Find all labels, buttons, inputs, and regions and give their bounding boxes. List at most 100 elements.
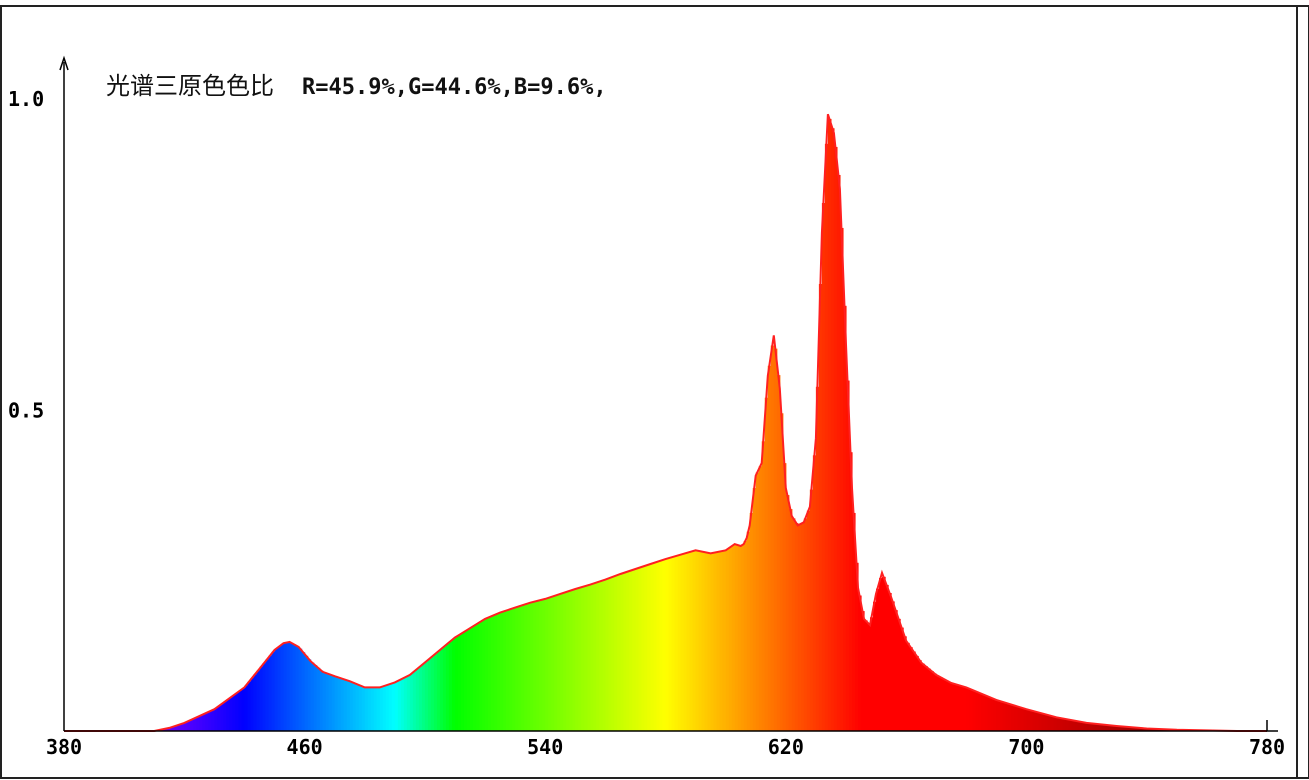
- spectrum-bar: [331, 675, 336, 731]
- spectrum-bar: [196, 716, 200, 731]
- spectrum-bar: [241, 688, 246, 731]
- spectrum-bar: [818, 283, 823, 731]
- spectrum-bar: [912, 651, 916, 731]
- spectrum-bar: [539, 600, 543, 731]
- spectrum-bar: [280, 644, 285, 731]
- spectrum-bar: [903, 636, 907, 731]
- spectrum-bar: [298, 648, 303, 731]
- spectrum-bar: [235, 692, 240, 731]
- spectrum-bar: [403, 677, 408, 731]
- spectrum-bar: [445, 643, 450, 731]
- spectrum-bar: [400, 678, 405, 731]
- spectrum-bar: [379, 686, 384, 731]
- spectrum-bar: [728, 547, 733, 731]
- spectrum-bar: [415, 668, 420, 731]
- spectrum-bar: [611, 576, 615, 731]
- spectrum-bar: [867, 623, 871, 731]
- spectrum-bar: [698, 551, 703, 731]
- spectrum-bar: [328, 674, 333, 731]
- spectrum-bar: [909, 647, 913, 731]
- spectrum-bar: [704, 552, 709, 731]
- spectrum-bar: [854, 562, 859, 731]
- spectrum-bar: [334, 676, 339, 731]
- spectrum-bar: [722, 550, 727, 731]
- spectrum-bar: [764, 397, 769, 731]
- spectrum-bar: [361, 686, 366, 731]
- spectrum-bar: [833, 146, 838, 731]
- spectrum-bar: [987, 696, 991, 731]
- spectrum-bar: [644, 565, 649, 731]
- spectrum-bar: [695, 550, 700, 731]
- spectrum-bar: [482, 619, 486, 731]
- spectrum-bar: [494, 614, 498, 731]
- spectrum-bar: [1095, 723, 1100, 731]
- spectrum-bar: [247, 681, 252, 731]
- spectrum-bar: [659, 560, 664, 731]
- spectrum-bar: [467, 629, 471, 731]
- spectrum-bar: [894, 610, 898, 731]
- spectrum-bar: [701, 551, 706, 731]
- spectrum-bar: [1140, 728, 1145, 731]
- spectrum-bar: [1083, 722, 1088, 731]
- spectrum-bar: [340, 678, 345, 731]
- spectrum-bar: [848, 452, 853, 731]
- spectrum-bar: [412, 671, 417, 731]
- spectrum-bar: [1080, 722, 1085, 731]
- spectrum-bar: [617, 574, 621, 731]
- spectrum-bar: [536, 600, 540, 731]
- chart-title: 光谱三原色色比 R=45.9%,G=44.6%,B=9.6%,: [106, 66, 607, 101]
- spectrum-bar: [229, 697, 234, 731]
- spectrum-bar: [602, 580, 606, 731]
- spectrum-bar: [662, 559, 667, 731]
- y-tick-label: 0.5: [8, 399, 44, 423]
- spectrum-bar: [656, 561, 661, 731]
- spectrum-bar: [232, 695, 237, 731]
- spectrum-bar: [584, 585, 588, 731]
- spectrum-bar: [653, 562, 658, 731]
- spectrum-bar: [773, 348, 778, 731]
- spectrum-bar: [524, 604, 528, 731]
- title-label: 光谱三原色色比: [106, 72, 274, 100]
- spectrum-bar: [776, 375, 781, 731]
- spectrum-bar: [641, 566, 646, 731]
- spectrum-bar: [250, 678, 255, 731]
- spectrum-bar: [506, 610, 510, 731]
- spectrum-bar: [927, 668, 931, 731]
- spectrum-bar: [984, 695, 988, 731]
- spectrum-bar: [969, 689, 973, 731]
- spectrum-bar: [1002, 702, 1006, 731]
- spectrum-bar: [337, 677, 342, 731]
- spectrum-bar: [1014, 705, 1018, 731]
- spectrum-bar: [743, 540, 748, 731]
- spectrum-bar: [1137, 727, 1142, 731]
- spectrum-bar: [680, 554, 685, 731]
- x-tick-label: 620: [768, 735, 804, 759]
- spectrum-bar: [397, 680, 402, 731]
- spectrum-bar: [454, 636, 459, 731]
- spectrum-bar: [563, 592, 567, 731]
- spectrum-bar: [199, 715, 203, 731]
- spectrum-bar: [424, 661, 429, 731]
- x-tick-label: 380: [46, 735, 82, 759]
- spectrum-bar: [650, 563, 655, 731]
- spectrum-bar: [373, 687, 378, 731]
- spectrum-bar: [1143, 728, 1148, 731]
- spectrum-bar: [587, 585, 591, 731]
- spectrum-bar: [596, 582, 600, 731]
- spectrum-bar: [683, 553, 688, 731]
- spectrum-bar: [214, 708, 218, 731]
- spectrum-bar: [190, 719, 194, 731]
- spectrum-bar: [1008, 704, 1012, 731]
- spectrum-bar: [473, 625, 477, 731]
- spectrum-bar: [836, 174, 841, 731]
- spectrum-bar: [900, 627, 904, 731]
- spectrum-bar: [939, 677, 943, 731]
- spectrum-bar: [448, 641, 453, 731]
- spectrum-bar: [1128, 727, 1133, 731]
- spectrum-bar: [1125, 726, 1130, 731]
- spectrum-bar: [857, 595, 862, 731]
- spectrum-bar: [578, 587, 582, 731]
- spectrum-bar: [824, 143, 829, 731]
- spectrum-bar: [470, 627, 474, 731]
- spectrum-bar: [301, 652, 306, 731]
